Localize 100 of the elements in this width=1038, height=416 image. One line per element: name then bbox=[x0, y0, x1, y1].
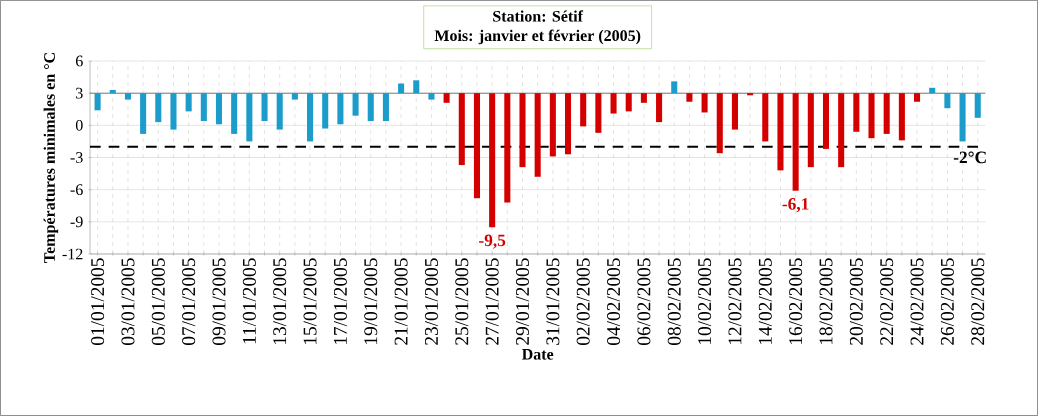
bar bbox=[671, 81, 678, 94]
bar bbox=[307, 93, 314, 142]
ref-line-label: -2°C bbox=[953, 151, 986, 164]
bar bbox=[762, 93, 769, 142]
x-tick-label: 07/01/2005 bbox=[182, 258, 196, 345]
x-tick-label: 12/02/2005 bbox=[728, 258, 742, 344]
x-tick-label: 20/02/2005 bbox=[849, 258, 863, 345]
bar bbox=[109, 89, 116, 94]
x-tick-label: 03/01/2005 bbox=[121, 258, 135, 345]
x-tick-label: 11/01/2005 bbox=[242, 258, 256, 344]
bar bbox=[822, 93, 830, 149]
bar bbox=[443, 93, 450, 103]
x-tick-label: 19/01/2005 bbox=[364, 258, 378, 344]
bar bbox=[564, 93, 572, 155]
bar bbox=[140, 93, 147, 134]
bar bbox=[322, 93, 329, 129]
x-tick-label: 06/02/2005 bbox=[637, 258, 651, 345]
bar bbox=[367, 93, 374, 122]
x-tick-label: 09/01/2005 bbox=[212, 258, 226, 345]
bar bbox=[731, 93, 738, 130]
bar bbox=[291, 93, 298, 100]
y-tick-label: 3 bbox=[76, 87, 83, 99]
bar bbox=[382, 93, 389, 122]
x-tick-label: 01/01/2005 bbox=[91, 258, 105, 345]
chart-title: Station: Sétif bbox=[493, 10, 584, 22]
y-tick-label: -6 bbox=[70, 184, 83, 196]
bar bbox=[413, 80, 420, 94]
bar bbox=[777, 93, 784, 171]
x-tick-label: 04/02/2005 bbox=[607, 258, 621, 345]
bar bbox=[428, 93, 435, 100]
bar bbox=[640, 93, 647, 103]
bar bbox=[337, 93, 344, 125]
bar bbox=[504, 93, 511, 203]
bar bbox=[883, 93, 890, 134]
bar bbox=[929, 87, 936, 94]
x-tick-label: 21/01/2005 bbox=[394, 258, 408, 345]
x-tick-label: 31/01/2005 bbox=[546, 258, 560, 345]
bar bbox=[549, 93, 556, 157]
y-tick-label: -12 bbox=[62, 248, 83, 260]
x-tick-label: 13/01/2005 bbox=[273, 258, 287, 344]
bar bbox=[231, 93, 238, 134]
x-tick-label: 28/02/2005 bbox=[971, 258, 985, 345]
bar bbox=[898, 93, 905, 141]
bar bbox=[656, 93, 663, 123]
bar bbox=[686, 93, 693, 102]
bar bbox=[580, 93, 587, 127]
x-tick-label: 25/01/2005 bbox=[455, 258, 469, 345]
bar bbox=[155, 93, 162, 123]
bar bbox=[215, 93, 223, 125]
x-tick-label: 08/02/2005 bbox=[667, 258, 681, 345]
x-tick-label: 02/02/2005 bbox=[576, 258, 590, 345]
bar bbox=[473, 93, 480, 199]
bar bbox=[276, 93, 283, 130]
bar bbox=[974, 93, 981, 118]
x-tick-label: 18/02/2005 bbox=[819, 258, 833, 344]
x-tick-label: 15/01/2005 bbox=[303, 258, 317, 344]
bar bbox=[246, 93, 253, 142]
bar bbox=[489, 93, 496, 228]
y-tick-label: 6 bbox=[75, 55, 83, 67]
bar bbox=[792, 93, 799, 191]
bar bbox=[914, 93, 921, 102]
x-tick-label: 26/02/2005 bbox=[940, 258, 954, 345]
bar bbox=[838, 93, 845, 168]
bar bbox=[716, 93, 723, 154]
x-tick-label: 14/02/2005 bbox=[758, 258, 772, 344]
bar bbox=[170, 93, 177, 130]
bar bbox=[352, 93, 359, 116]
bar bbox=[261, 93, 268, 122]
bar bbox=[868, 93, 875, 139]
x-tick-label: 22/02/2005 bbox=[880, 258, 894, 345]
bar bbox=[185, 93, 192, 112]
bar bbox=[458, 93, 465, 165]
bar bbox=[747, 93, 754, 96]
chart-subtitle: Mois: janvier et février (2005) bbox=[434, 29, 641, 45]
bar bbox=[534, 93, 541, 177]
bar bbox=[959, 93, 966, 142]
bar bbox=[200, 93, 207, 122]
x-tick-label: 27/01/2005 bbox=[485, 258, 499, 345]
bar bbox=[944, 93, 951, 109]
x-tick-label: 05/01/2005 bbox=[151, 258, 165, 345]
x-tick-label: 23/01/2005 bbox=[424, 258, 438, 345]
bar bbox=[853, 93, 860, 132]
bar bbox=[807, 93, 814, 168]
x-tick-label: 17/01/2005 bbox=[333, 258, 347, 344]
y-tick-label: -9 bbox=[70, 216, 83, 228]
x-tick-label: 29/01/2005 bbox=[515, 258, 530, 345]
bar bbox=[519, 93, 526, 168]
annotation: -9,5 bbox=[479, 234, 506, 249]
x-tick-label: 24/02/2005 bbox=[910, 258, 924, 345]
bar bbox=[398, 83, 405, 94]
bar bbox=[625, 93, 632, 112]
x-tick-label: 10/02/2005 bbox=[698, 258, 712, 344]
bar bbox=[94, 93, 101, 111]
bar bbox=[610, 93, 617, 114]
x-tick-label: 16/02/2005 bbox=[789, 258, 803, 344]
bar bbox=[701, 93, 708, 113]
annotation: -6,1 bbox=[782, 198, 809, 213]
y-tick-label: -3 bbox=[70, 152, 83, 163]
bar bbox=[595, 93, 602, 133]
y-tick-label: 0 bbox=[75, 119, 83, 131]
